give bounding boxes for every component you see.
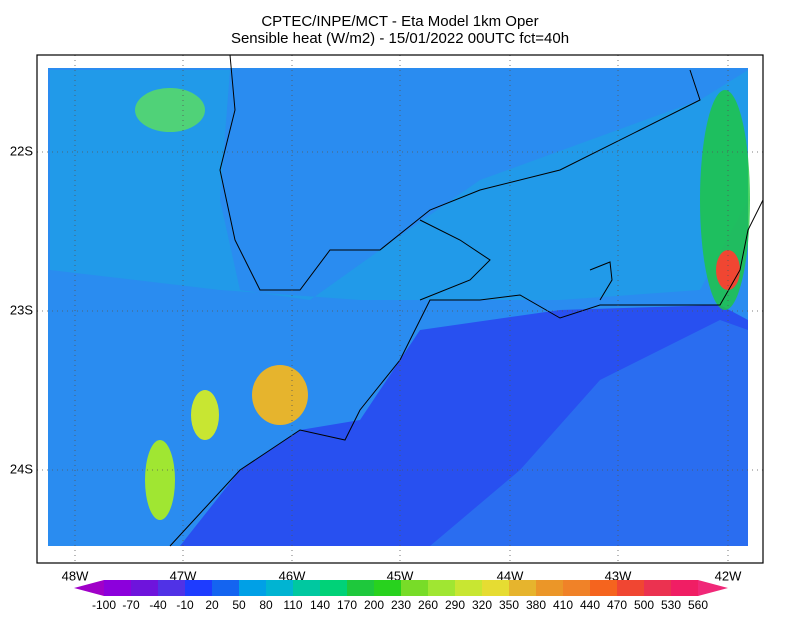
colorbar-box (536, 580, 564, 596)
colorbar: -100 -70 -40 -10 20 50 80 110 140 170 200 230 260 290… (74, 580, 728, 612)
land-region (50, 70, 748, 300)
colorbar-label: 470 (607, 598, 627, 612)
colorbar-label: -70 (122, 598, 140, 612)
lat-label: 24S (10, 461, 33, 476)
title: CPTEC/INPE/MCT - Eta Model 1km Oper (261, 13, 538, 30)
lat-label: 23S (10, 302, 33, 317)
colorbar-box (374, 580, 402, 596)
colorbar-box (266, 580, 294, 596)
colorbar-label: 230 (391, 598, 411, 612)
colorbar-label: 500 (634, 598, 654, 612)
colorbar-box (347, 580, 375, 596)
colorbar-arrow (74, 580, 104, 596)
colorbar-box (212, 580, 240, 596)
colorbar-box (320, 580, 348, 596)
colorbar-label: 80 (259, 598, 273, 612)
colorbar-label: 440 (580, 598, 600, 612)
axis-labels: 22S 23S 24S 48W 47W 46W 45W 44W 43W 42W (10, 143, 742, 583)
ocean-shelf (430, 320, 748, 546)
colorbar-label: 110 (283, 598, 302, 612)
colorbar-label: 140 (310, 598, 330, 612)
warm-patch (135, 88, 205, 132)
colorbar-box (239, 580, 267, 596)
colorbar-label: 170 (337, 598, 357, 612)
colorbar-label: -100 (92, 598, 116, 612)
colorbar-label: 20 (205, 598, 219, 612)
colorbar-box (590, 580, 618, 596)
colorbar-label: 320 (472, 598, 492, 612)
colorbar-label: -10 (176, 598, 194, 612)
lon-label: 48W (62, 568, 89, 583)
colorbar-label: 350 (499, 598, 519, 612)
coastline (169, 199, 764, 547)
colorbar-box (293, 580, 321, 596)
colorbar-box (563, 580, 591, 596)
lon-label: 42W (715, 568, 742, 583)
colorbar-label: 50 (232, 598, 246, 612)
coastline (589, 261, 613, 301)
map-field (48, 68, 750, 546)
colorbar-label: 530 (661, 598, 681, 612)
warm-patch (252, 365, 308, 425)
colorbar-box (617, 580, 645, 596)
colorbar-arrow (698, 580, 728, 596)
colorbar-box (131, 580, 159, 596)
state-border (419, 219, 491, 301)
colorbar-box (644, 580, 672, 596)
colorbar-box (185, 580, 213, 596)
colorbar-box (482, 580, 510, 596)
colorbar-label: 560 (688, 598, 708, 612)
colorbar-label: 380 (526, 598, 546, 612)
colorbar-label: 410 (553, 598, 573, 612)
colorbar-box (401, 580, 429, 596)
borders (169, 54, 764, 547)
lon-label: 47W (170, 568, 197, 583)
lon-label: 44W (497, 568, 524, 583)
colorbar-box (158, 580, 186, 596)
warm-patch (700, 90, 750, 310)
warm-patch (145, 440, 175, 520)
colorbar-box (455, 580, 483, 596)
colorbar-box (671, 580, 699, 596)
state-border (219, 54, 701, 291)
lon-label: 45W (387, 568, 414, 583)
warm-patch (191, 390, 219, 440)
frame (36, 54, 764, 564)
colorbar-box (428, 580, 456, 596)
colorbar-box (509, 580, 537, 596)
lat-label: 22S (10, 143, 33, 158)
colorbar-label: -40 (149, 598, 167, 612)
grid (37, 55, 763, 563)
subtitle: Sensible heat (W/m2) - 15/01/2022 00UTC … (231, 30, 569, 47)
colorbar-label: 290 (445, 598, 465, 612)
lon-label: 43W (605, 568, 632, 583)
colorbar-label: 260 (418, 598, 438, 612)
colorbar-label: 200 (364, 598, 384, 612)
lon-label: 46W (279, 568, 306, 583)
colorbar-box (104, 580, 132, 596)
